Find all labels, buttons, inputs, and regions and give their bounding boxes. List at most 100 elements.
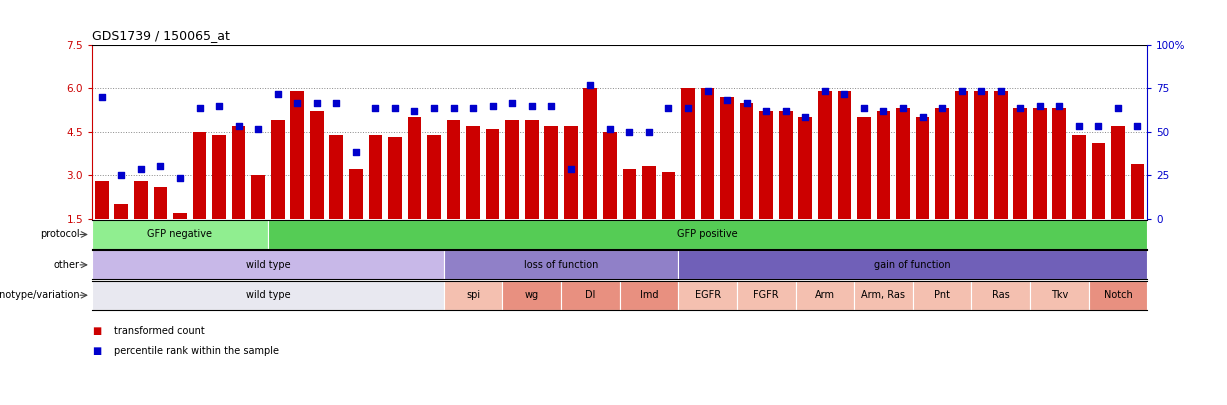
Bar <box>935 109 948 262</box>
Text: Dl: Dl <box>585 290 595 300</box>
Text: GFP negative: GFP negative <box>147 230 212 239</box>
Point <box>385 105 405 112</box>
Point <box>405 108 425 115</box>
Point <box>698 88 718 94</box>
Point <box>1010 105 1029 112</box>
Point <box>287 99 307 106</box>
Bar <box>602 132 617 262</box>
Bar <box>271 120 285 262</box>
Point <box>737 99 757 106</box>
Point <box>620 128 639 135</box>
Point <box>444 105 464 112</box>
Point <box>639 128 659 135</box>
Bar <box>622 169 637 262</box>
Point <box>464 105 483 112</box>
Point <box>131 166 151 173</box>
Text: genotype/variation: genotype/variation <box>0 290 80 300</box>
Bar <box>955 91 968 262</box>
Point <box>815 88 834 94</box>
Bar <box>427 134 440 262</box>
Bar <box>720 97 734 262</box>
Text: GFP positive: GFP positive <box>677 230 737 239</box>
Text: ■: ■ <box>92 326 102 336</box>
Point <box>267 91 287 97</box>
Point <box>874 108 893 115</box>
Point <box>307 99 326 106</box>
Bar <box>896 109 909 262</box>
Point <box>952 88 972 94</box>
Bar <box>212 134 226 262</box>
Point <box>248 126 267 132</box>
Bar <box>193 132 206 262</box>
Bar <box>1112 126 1125 262</box>
Point <box>228 123 248 129</box>
Bar <box>447 120 460 262</box>
Text: percentile rank within the sample: percentile rank within the sample <box>114 346 279 356</box>
Point <box>893 105 913 112</box>
Text: Notch: Notch <box>1103 290 1133 300</box>
Point <box>659 105 679 112</box>
Point <box>210 102 229 109</box>
Text: protocol: protocol <box>40 230 80 239</box>
Bar <box>525 120 539 262</box>
Bar <box>1072 134 1086 262</box>
Bar <box>838 91 852 262</box>
Bar <box>1092 143 1106 262</box>
Bar <box>466 126 480 262</box>
Bar <box>506 120 519 262</box>
Point <box>326 99 346 106</box>
Bar <box>701 88 714 262</box>
Point <box>171 175 190 181</box>
Bar <box>153 187 167 262</box>
Point <box>795 114 815 120</box>
Point <box>425 105 444 112</box>
Bar <box>856 117 871 262</box>
Text: FGFR: FGFR <box>753 290 779 300</box>
Bar <box>173 213 187 262</box>
Text: Tkv: Tkv <box>1050 290 1067 300</box>
Bar <box>760 111 773 262</box>
Text: EGFR: EGFR <box>694 290 720 300</box>
Point <box>1128 123 1147 129</box>
Point <box>541 102 561 109</box>
Point <box>991 88 1011 94</box>
Text: Ras: Ras <box>991 290 1010 300</box>
Point <box>972 88 991 94</box>
Text: other: other <box>54 260 80 270</box>
Point <box>92 94 112 100</box>
Bar <box>1033 109 1047 262</box>
Bar <box>876 111 891 262</box>
Point <box>151 163 171 170</box>
Bar <box>486 129 499 262</box>
Point <box>775 108 795 115</box>
Bar <box>232 126 245 262</box>
Text: Imd: Imd <box>639 290 658 300</box>
Text: wild type: wild type <box>245 290 291 300</box>
Point <box>1049 102 1069 109</box>
Bar <box>368 134 382 262</box>
Bar <box>134 181 147 262</box>
Point <box>1108 105 1128 112</box>
Point <box>718 96 737 103</box>
Point <box>112 172 131 178</box>
Bar <box>252 175 265 262</box>
Point <box>190 105 210 112</box>
Point <box>1069 123 1088 129</box>
Point <box>1088 123 1108 129</box>
Bar <box>779 111 793 262</box>
Bar <box>114 204 128 262</box>
Bar <box>915 117 929 262</box>
Point <box>1029 102 1049 109</box>
Point <box>482 102 502 109</box>
Bar <box>1053 109 1066 262</box>
Bar <box>974 91 988 262</box>
Bar <box>1130 164 1145 262</box>
Bar <box>291 91 304 262</box>
Bar <box>545 126 558 262</box>
Text: ■: ■ <box>92 346 102 356</box>
Text: wild type: wild type <box>245 260 291 270</box>
Point <box>366 105 385 112</box>
Bar <box>1014 109 1027 262</box>
Point <box>933 105 952 112</box>
Bar <box>661 172 675 262</box>
